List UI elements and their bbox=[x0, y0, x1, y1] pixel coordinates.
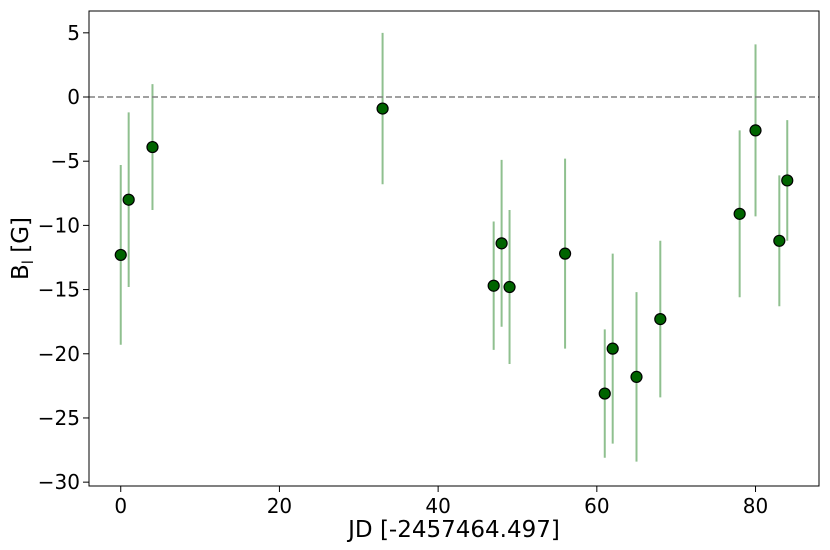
data-point-layer bbox=[114, 102, 794, 400]
data-point-11 bbox=[654, 313, 667, 326]
x-tick-label: 0 bbox=[114, 494, 127, 518]
data-point-5 bbox=[495, 237, 508, 250]
data-point-8 bbox=[598, 387, 611, 400]
data-point-12 bbox=[733, 207, 746, 220]
y-tick-label: −25 bbox=[38, 406, 80, 430]
x-tick-label: 60 bbox=[584, 494, 609, 518]
data-point-10 bbox=[630, 370, 643, 383]
y-tick-label: −10 bbox=[38, 213, 80, 237]
data-point-3 bbox=[376, 102, 389, 115]
y-axis-label-subscript: l bbox=[19, 260, 37, 264]
x-tick-label: 40 bbox=[425, 494, 450, 518]
data-point-7 bbox=[558, 247, 572, 260]
data-point-6 bbox=[503, 280, 516, 294]
y-tick-label: −20 bbox=[38, 342, 80, 366]
y-axis-label-unit: [G] bbox=[8, 217, 34, 260]
data-point-4 bbox=[487, 279, 500, 292]
y-tick-label: −30 bbox=[38, 470, 80, 494]
y-axis-label: Bl [G] bbox=[8, 217, 37, 280]
data-point-15 bbox=[781, 174, 794, 187]
plot-frame bbox=[88, 10, 820, 487]
y-tick-label: −15 bbox=[38, 278, 80, 302]
y-axis-ticks: 5 0 −5 −10 −15 −20 −25 −30 bbox=[38, 21, 89, 494]
data-point-0 bbox=[114, 248, 127, 262]
data-point-1 bbox=[122, 193, 135, 206]
x-axis-label: JD [-2457464.497] bbox=[346, 517, 560, 543]
x-tick-label: 80 bbox=[743, 494, 768, 518]
y-tick-label: −5 bbox=[51, 149, 80, 173]
y-axis-label-main: B bbox=[8, 264, 34, 280]
y-tick-label: 0 bbox=[67, 85, 80, 109]
x-tick-label: 20 bbox=[267, 494, 292, 518]
y-tick-label: 5 bbox=[67, 21, 80, 45]
x-axis-ticks: 0 20 40 60 80 bbox=[114, 486, 768, 518]
data-point-13 bbox=[749, 124, 762, 137]
data-point-2 bbox=[146, 140, 159, 154]
data-point-9 bbox=[606, 342, 619, 355]
data-point-14 bbox=[773, 234, 786, 247]
